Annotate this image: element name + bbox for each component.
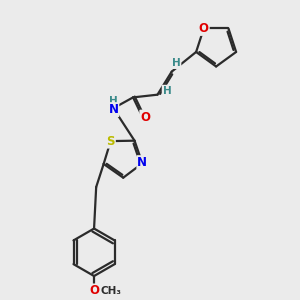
- Text: H: H: [163, 85, 171, 96]
- Text: H: H: [109, 97, 118, 106]
- Text: O: O: [89, 284, 99, 297]
- Text: CH₃: CH₃: [101, 286, 122, 296]
- Text: O: O: [199, 22, 209, 35]
- Text: H: H: [172, 58, 181, 68]
- Text: S: S: [106, 135, 115, 148]
- Text: N: N: [108, 103, 118, 116]
- Text: N: N: [137, 156, 147, 169]
- Text: O: O: [140, 111, 150, 124]
